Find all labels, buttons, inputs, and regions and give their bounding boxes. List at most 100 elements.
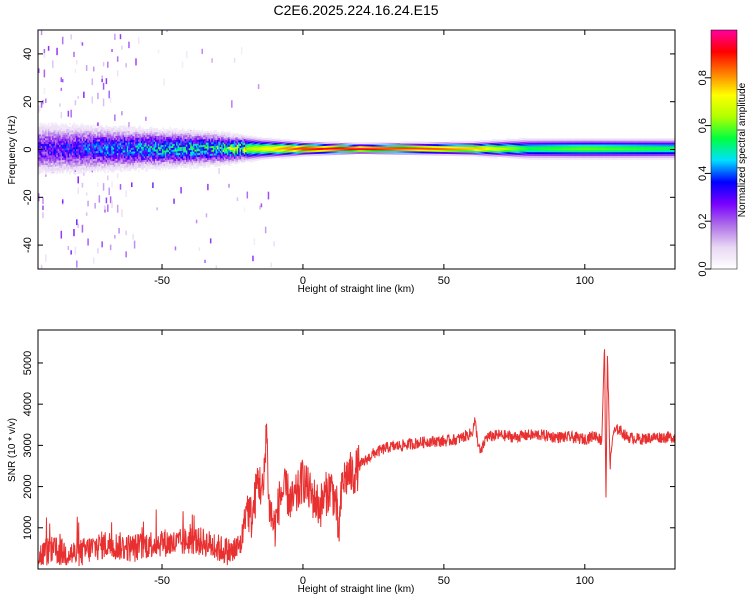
spectrogram-band-cell — [253, 157, 256, 160]
spectrogram-band-cell — [95, 148, 98, 152]
spectrogram-band-cell — [355, 146, 357, 149]
spectrogram-band-cell — [104, 136, 106, 139]
spectrogram-band-cell — [191, 134, 194, 137]
spectrogram-band-cell — [115, 158, 118, 161]
spectrogram-band-cell — [239, 141, 242, 145]
spectrogram-band-cell — [340, 144, 343, 148]
spectrogram-band-cell — [436, 153, 439, 156]
spectrogram-band-cell — [173, 164, 176, 167]
spectrogram-band-cell — [260, 157, 263, 160]
spectrogram-band-cell — [370, 142, 373, 145]
spectrogram-band-cell — [154, 162, 157, 165]
spectrogram-band-cell — [235, 146, 238, 149]
spectrogram-band-cell — [372, 146, 374, 149]
spectrogram-band-cell — [128, 142, 130, 145]
spectrogram-band-cell — [494, 144, 497, 148]
spectrogram-band-cell — [294, 143, 297, 147]
spectrogram-band-cell — [63, 169, 66, 172]
spectrogram-band-cell — [181, 139, 184, 142]
spectrogram-band-cell — [125, 140, 128, 143]
spectrogram-band-cell — [218, 149, 221, 152]
spectrogram-band-cell — [518, 154, 521, 158]
spectrogram-band-cell — [114, 130, 116, 133]
spectrogram-band-cell — [135, 133, 137, 137]
spectrogram-band-cell — [515, 154, 518, 157]
spectrogram-band-cell — [74, 135, 77, 138]
spectrogram-band-cell — [187, 136, 190, 139]
spectrogram-band-cell — [185, 165, 188, 168]
spectrogram-band-cell — [43, 138, 46, 141]
spectrogram-band-cell — [226, 139, 229, 142]
spectrogram-band-cell — [443, 151, 446, 154]
spectrogram-band-cell — [233, 162, 236, 165]
spectrogram-band-cell — [38, 143, 40, 146]
spectrogram-band-cell — [398, 146, 401, 150]
spectrogram-band-cell — [238, 159, 240, 162]
spectrogram-band-cell — [362, 147, 364, 151]
spectrogram-band-cell — [132, 160, 135, 164]
spectrogram-band-cell — [153, 130, 156, 133]
spectrogram-band-cell — [43, 157, 46, 160]
spectrogram-band-cell — [38, 166, 40, 169]
spectrogram-band-cell — [232, 153, 235, 156]
spectrogram-band-cell — [300, 145, 302, 148]
spectrogram-band-cell — [132, 130, 135, 133]
spectrogram-band-cell — [136, 152, 139, 156]
spectrogram-band-cell — [231, 161, 233, 164]
spectrogram-band-cell — [171, 149, 174, 152]
spectrogram-band-cell — [453, 140, 456, 143]
spectrogram-band-cell — [271, 150, 274, 153]
spectrogram-band-cell — [132, 151, 135, 154]
spectrogram-band-cell — [153, 156, 156, 160]
spectrogram-band-cell — [240, 141, 243, 144]
spectrogram-band-cell — [122, 154, 125, 157]
spectrogram-band-cell — [162, 144, 164, 147]
spectrogram-band-cell — [329, 149, 332, 152]
spectrogram-band-cell — [76, 158, 78, 161]
spectrogram-band-cell — [69, 162, 71, 166]
spectrogram-band-cell — [119, 148, 122, 151]
spectrogram-band-cell — [73, 141, 75, 144]
spectrogram-band-cell — [269, 156, 271, 159]
spectrogram-band-cell — [257, 139, 260, 142]
spectrogram-band-cell — [133, 168, 136, 171]
spectrogram-band-cell — [92, 149, 95, 152]
spectrogram-band-cell — [101, 144, 104, 147]
spectrogram-noise-cell — [114, 114, 116, 121]
spectrogram-band-cell — [263, 140, 266, 143]
spectrogram-band-cell — [95, 129, 98, 133]
spectrogram-band-cell — [49, 170, 51, 173]
spectrogram-band-cell — [84, 140, 87, 143]
spectrogram-band-cell — [214, 155, 216, 158]
spectrogram-band-cell — [503, 145, 505, 148]
spectrogram-band-cell — [500, 151, 502, 154]
spectrogram-band-cell — [128, 159, 130, 162]
spectrogram-band-cell — [233, 148, 236, 152]
spectrogram-noise-cell — [111, 180, 113, 188]
spectrogram-band-cell — [288, 154, 291, 157]
spectrogram-band-cell — [524, 157, 526, 160]
spectrogram-band-cell — [156, 141, 159, 144]
spectrogram-band-cell — [390, 150, 393, 153]
spectrogram-band-cell — [88, 147, 91, 150]
spectrogram-band-cell — [121, 144, 123, 147]
spectrogram-band-cell — [349, 150, 352, 153]
spectrogram-band-cell — [483, 153, 486, 156]
spectrogram-band-cell — [291, 146, 294, 149]
spectrogram-band-cell — [78, 137, 81, 140]
spectrogram-band-cell — [91, 132, 94, 135]
spectrogram-band-cell — [132, 164, 135, 167]
spectrogram-band-cell — [262, 145, 264, 149]
spectrogram-band-cell — [419, 153, 422, 156]
spectrogram-band-cell — [247, 156, 250, 160]
spectrogram-noise-cell — [108, 187, 110, 196]
spectrogram-band-cell — [49, 130, 51, 133]
spectrogram-band-cell — [115, 126, 118, 129]
spectrogram-band-cell — [183, 131, 185, 134]
spectrogram-band-cell — [459, 150, 462, 153]
spectrogram-band-cell — [74, 162, 77, 165]
spectrogram-band-cell — [183, 142, 185, 145]
spectrogram-band-cell — [353, 150, 356, 153]
spectrogram-band-cell — [176, 139, 178, 142]
spectrogram-band-cell — [121, 129, 123, 132]
